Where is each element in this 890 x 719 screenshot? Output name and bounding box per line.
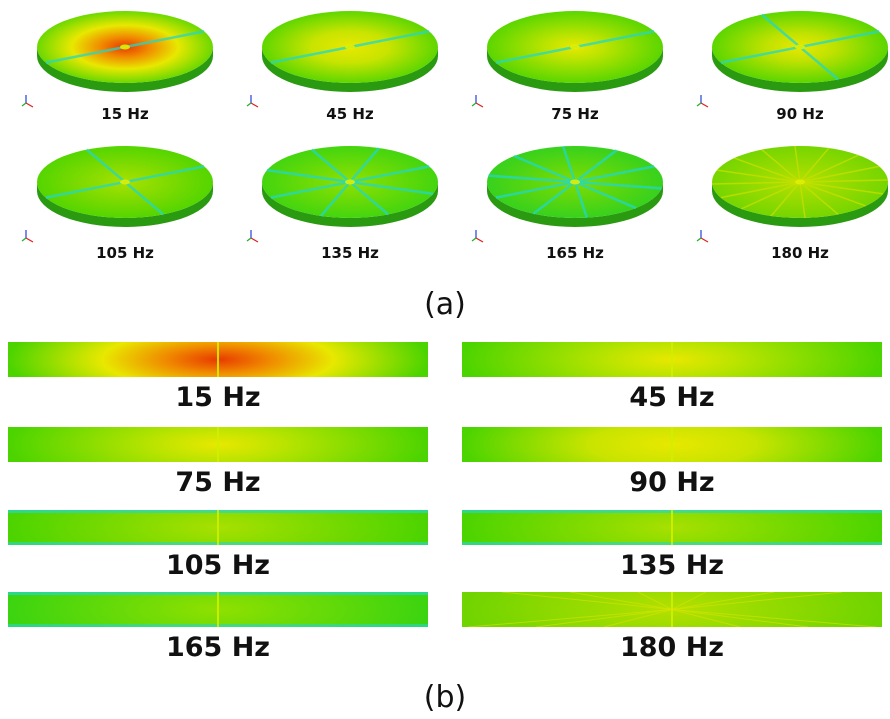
disk-center: [570, 44, 580, 50]
cross-section-panel: [462, 510, 882, 545]
disk-center: [120, 179, 130, 185]
cross-section-panel: [8, 592, 428, 627]
ray-line: [467, 609, 673, 627]
disk-field-plot: [246, 11, 438, 108]
disk-side: [487, 182, 663, 227]
cross-section-plot: [462, 342, 882, 377]
axis-triad-icon: [246, 230, 259, 243]
ray-line: [569, 592, 673, 610]
disk-side: [262, 182, 438, 227]
cross-section-panel: [462, 592, 882, 627]
cross-section-plot: [8, 510, 428, 545]
ray-line: [671, 609, 877, 627]
frequency-label: 165 Hz: [546, 244, 604, 262]
disk-side: [712, 47, 888, 92]
ray-line: [671, 592, 843, 610]
disk-center: [120, 44, 130, 50]
frequency-label: 180 Hz: [771, 244, 829, 262]
frequency-label: 135 Hz: [619, 550, 725, 581]
ray-line: [501, 592, 673, 610]
frequency-label: 180 Hz: [619, 632, 725, 663]
frequency-label: 90 Hz: [776, 105, 824, 123]
ray-line: [671, 609, 809, 627]
disk-center: [795, 179, 805, 185]
disk-center: [570, 179, 580, 185]
disk-side: [37, 182, 213, 227]
frequency-label: 15 Hz: [101, 105, 149, 123]
ray-line: [671, 609, 741, 627]
cross-section-plot: [8, 342, 428, 377]
disk-side: [487, 47, 663, 92]
disk-side: [37, 47, 213, 92]
disk-center: [795, 44, 805, 50]
disk-panel: [20, 5, 220, 115]
axis-triad-icon: [696, 230, 709, 243]
disk-field-plot: [246, 146, 438, 243]
axis-triad-icon: [21, 230, 34, 243]
disk-panel: [245, 140, 445, 250]
cross-section-panel: [462, 427, 882, 462]
axis-triad-icon: [696, 95, 709, 108]
cross-section-panel: [8, 427, 428, 462]
disk-panel: [470, 140, 670, 250]
disk-field-plot: [696, 11, 888, 108]
frequency-label: 105 Hz: [165, 550, 271, 581]
ray-line: [671, 592, 707, 610]
cross-section-panel: [8, 510, 428, 545]
ray-line: [535, 609, 673, 627]
ray-line: [671, 592, 775, 610]
caption-b: (b): [423, 680, 467, 715]
frequency-label: 75 Hz: [175, 467, 261, 498]
axis-triad-icon: [21, 95, 34, 108]
axis-triad-icon: [246, 95, 259, 108]
cross-section-plot: [462, 510, 882, 545]
disk-field-plot: [471, 145, 663, 243]
disk-panel: [695, 140, 890, 250]
caption-a: (a): [424, 287, 466, 322]
ray-line: [637, 592, 673, 610]
disk-field-plot: [21, 11, 213, 108]
disk-center: [345, 44, 355, 50]
disk-field-plot: [21, 146, 213, 243]
frequency-label: 105 Hz: [96, 244, 154, 262]
axis-triad-icon: [471, 230, 484, 243]
cross-section-plot: [462, 592, 882, 627]
disk-panel: [20, 140, 220, 250]
cross-section-plot: [462, 427, 882, 462]
disk-side: [262, 47, 438, 92]
disk-field-plot: [696, 145, 888, 243]
disk-panel: [470, 5, 670, 115]
frequency-label: 45 Hz: [629, 382, 715, 413]
frequency-label: 135 Hz: [321, 244, 379, 262]
disk-field-plot: [471, 11, 663, 108]
cross-section-panel: [462, 342, 882, 377]
frequency-label: 75 Hz: [551, 105, 599, 123]
frequency-label: 15 Hz: [175, 382, 261, 413]
ray-line: [603, 609, 673, 627]
frequency-label: 165 Hz: [165, 632, 271, 663]
frequency-label: 90 Hz: [629, 467, 715, 498]
cross-section-panel: [8, 342, 428, 377]
frequency-label: 45 Hz: [326, 105, 374, 123]
disk-side: [712, 182, 888, 227]
disk-panel: [245, 5, 445, 115]
disk-panel: [695, 5, 890, 115]
cross-section-plot: [8, 592, 428, 627]
axis-triad-icon: [471, 95, 484, 108]
cross-section-plot: [8, 427, 428, 462]
disk-center: [345, 179, 355, 185]
